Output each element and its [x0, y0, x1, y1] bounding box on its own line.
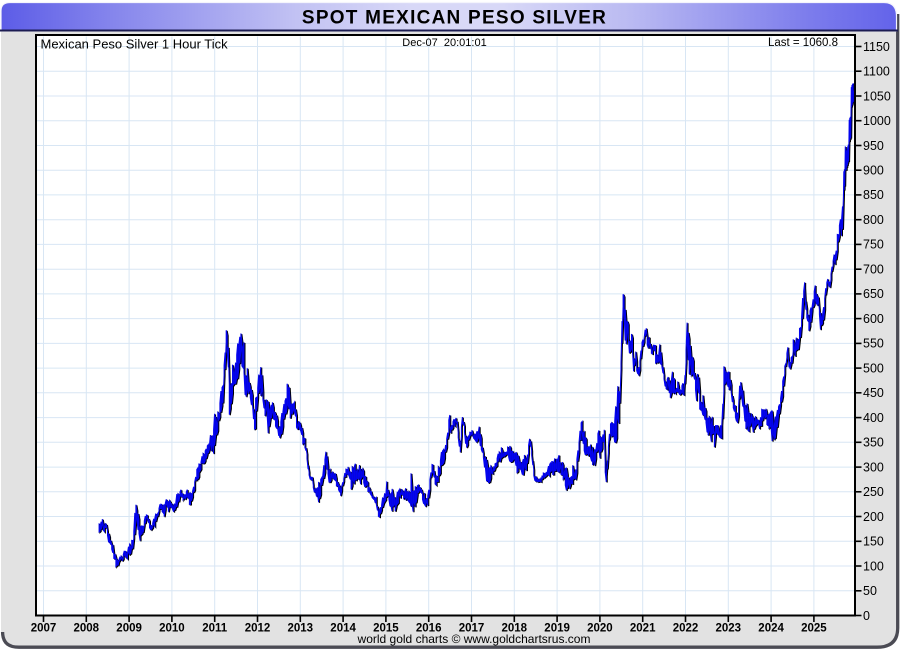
svg-text:1100: 1100: [863, 65, 890, 79]
svg-text:Mexican Peso Silver 1 Hour Tic: Mexican Peso Silver 1 Hour Tick: [41, 37, 229, 52]
svg-text:Last = 1060.8: Last = 1060.8: [768, 37, 838, 49]
svg-text:50: 50: [863, 584, 877, 598]
svg-text:2013: 2013: [288, 623, 314, 635]
svg-text:500: 500: [863, 361, 884, 375]
svg-text:900: 900: [863, 164, 884, 178]
svg-text:1050: 1050: [863, 89, 891, 103]
svg-text:600: 600: [863, 312, 884, 326]
svg-text:100: 100: [863, 559, 884, 573]
svg-text:2024: 2024: [758, 623, 784, 635]
svg-text:2015: 2015: [373, 623, 399, 635]
svg-text:2022: 2022: [673, 623, 699, 635]
svg-text:SPOT MEXICAN PESO SILVER: SPOT MEXICAN PESO SILVER: [302, 8, 607, 29]
svg-text:2009: 2009: [116, 623, 142, 635]
svg-text:250: 250: [863, 485, 884, 499]
svg-text:700: 700: [863, 263, 884, 277]
svg-text:2021: 2021: [630, 623, 656, 635]
svg-text:world gold charts © www.goldch: world gold charts © www.goldchartsrus.co…: [357, 632, 591, 646]
svg-text:800: 800: [863, 213, 884, 227]
svg-text:2018: 2018: [502, 623, 528, 635]
svg-text:2019: 2019: [544, 623, 570, 635]
svg-text:400: 400: [863, 411, 884, 425]
svg-text:550: 550: [863, 337, 884, 351]
svg-text:2023: 2023: [716, 623, 742, 635]
svg-text:950: 950: [863, 139, 884, 153]
svg-text:2020: 2020: [587, 623, 613, 635]
svg-text:850: 850: [863, 188, 884, 202]
svg-text:2012: 2012: [245, 623, 271, 635]
svg-text:1150: 1150: [863, 40, 890, 54]
svg-text:2007: 2007: [31, 623, 57, 635]
svg-text:1000: 1000: [863, 114, 891, 128]
svg-text:2011: 2011: [202, 623, 228, 635]
svg-text:2025: 2025: [801, 623, 827, 635]
svg-text:750: 750: [863, 238, 884, 252]
svg-text:200: 200: [863, 510, 884, 524]
svg-text:2017: 2017: [459, 623, 485, 635]
svg-text:650: 650: [863, 287, 884, 301]
svg-text:2010: 2010: [159, 623, 185, 635]
svg-text:Dec-07 20:01:01: Dec-07 20:01:01: [402, 37, 486, 49]
svg-text:2014: 2014: [330, 623, 356, 635]
svg-text:150: 150: [863, 535, 884, 549]
svg-text:2016: 2016: [416, 623, 442, 635]
svg-text:350: 350: [863, 436, 884, 450]
svg-text:0: 0: [863, 609, 870, 623]
svg-text:2008: 2008: [74, 623, 100, 635]
svg-text:450: 450: [863, 386, 884, 400]
svg-text:300: 300: [863, 460, 884, 474]
